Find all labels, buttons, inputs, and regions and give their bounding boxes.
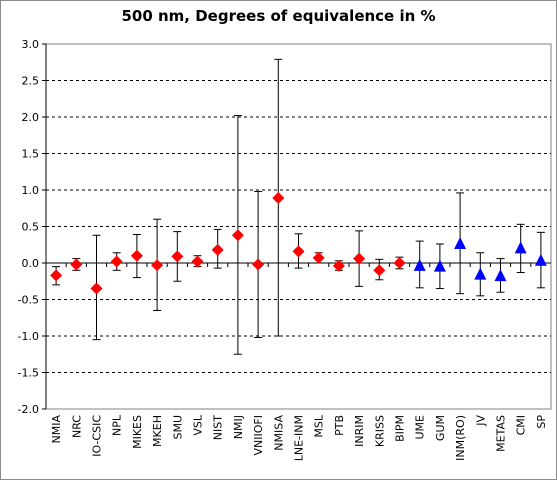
x-tick-label: NMISA <box>272 415 285 451</box>
x-tick-label: VNIIOFI <box>252 415 265 455</box>
data-point-diamond <box>272 192 285 205</box>
data-point-diamond <box>130 249 143 262</box>
data-point-triangle <box>534 253 547 266</box>
y-tick-label: 2.0 <box>22 111 40 124</box>
x-tick-label: JV <box>474 415 487 427</box>
data-point-triangle <box>433 259 446 272</box>
x-tick-label: METAS <box>495 415 508 452</box>
data-point-diamond <box>292 245 305 258</box>
data-point-diamond <box>50 269 63 282</box>
x-tick-label: UME <box>414 415 427 440</box>
y-tick-label: 3.0 <box>22 38 40 51</box>
data-point-diamond <box>110 255 123 268</box>
data-point-diamond <box>171 250 184 263</box>
data-point-diamond <box>332 259 345 272</box>
x-tick-label: SMU <box>171 415 184 440</box>
x-tick-label: NIST <box>212 415 225 440</box>
y-tick-labels: 3.0 2.5 2.0 1.5 1.0 0.5 0.0 -0.5 -1.0 -1.5 -2.0 <box>18 38 39 416</box>
data-point-diamond <box>191 255 204 268</box>
y-tick-label: -1.5 <box>18 367 39 380</box>
x-tick-label: CMI <box>515 415 528 435</box>
data-point-diamond <box>373 264 386 277</box>
x-tick-label: BIPM <box>394 415 407 442</box>
data-point-diamond <box>393 257 406 269</box>
data-point-diamond <box>312 251 325 264</box>
y-tick-label: 2.5 <box>22 75 40 88</box>
x-tick-label: NMIJ <box>232 415 245 439</box>
x-tick-label: NPL <box>111 414 124 436</box>
y-tick-label: -2.0 <box>18 403 39 416</box>
x-tick-label: INM(RO) <box>454 415 467 461</box>
data-markers <box>50 192 547 295</box>
data-point-triangle <box>494 269 507 282</box>
data-point-diamond <box>211 243 224 256</box>
data-point-diamond <box>151 259 164 272</box>
chart-title: 500 nm, Degrees of equivalence in % <box>121 7 436 25</box>
x-tick-label: GUM <box>434 415 447 441</box>
y-tick-label: -1.0 <box>18 330 39 343</box>
y-tick-label: -0.5 <box>18 294 39 307</box>
data-point-triangle <box>514 241 527 254</box>
x-tick-label: SP <box>535 415 548 429</box>
y-tick-label: 0.5 <box>22 221 40 234</box>
x-tick-label: KRISS <box>373 415 386 447</box>
x-tick-label: PTB <box>333 415 346 436</box>
x-tick-label: IO-CSIC <box>91 415 104 457</box>
x-tick-labels: NMIA NRC IO-CSIC NPL MIKES MKEH SMU VSL NIST NMIJ… <box>50 414 548 461</box>
x-tick-label: NRC <box>70 415 83 438</box>
x-tick-label: LNE-INM <box>293 415 306 461</box>
data-point-triangle <box>454 237 467 250</box>
x-tick-label: MKEH <box>151 415 164 447</box>
y-tick-label: 1.0 <box>22 184 40 197</box>
x-tick-label: VSL <box>192 414 205 436</box>
data-point-diamond <box>90 282 103 295</box>
data-point-diamond <box>231 229 244 242</box>
data-point-triangle <box>474 267 487 280</box>
x-tick-label: NMIA <box>50 415 63 444</box>
x-tick-label: INRIM <box>353 415 366 447</box>
data-point-triangle <box>413 258 426 271</box>
x-tick-label: MIKES <box>131 415 144 449</box>
data-point-diamond <box>252 258 265 271</box>
y-tick-label: 0.0 <box>22 257 40 270</box>
data-point-diamond <box>353 252 366 265</box>
data-point-diamond <box>70 258 83 271</box>
y-tick-label: 1.5 <box>22 148 40 161</box>
x-tick-label: MSL <box>313 414 326 437</box>
